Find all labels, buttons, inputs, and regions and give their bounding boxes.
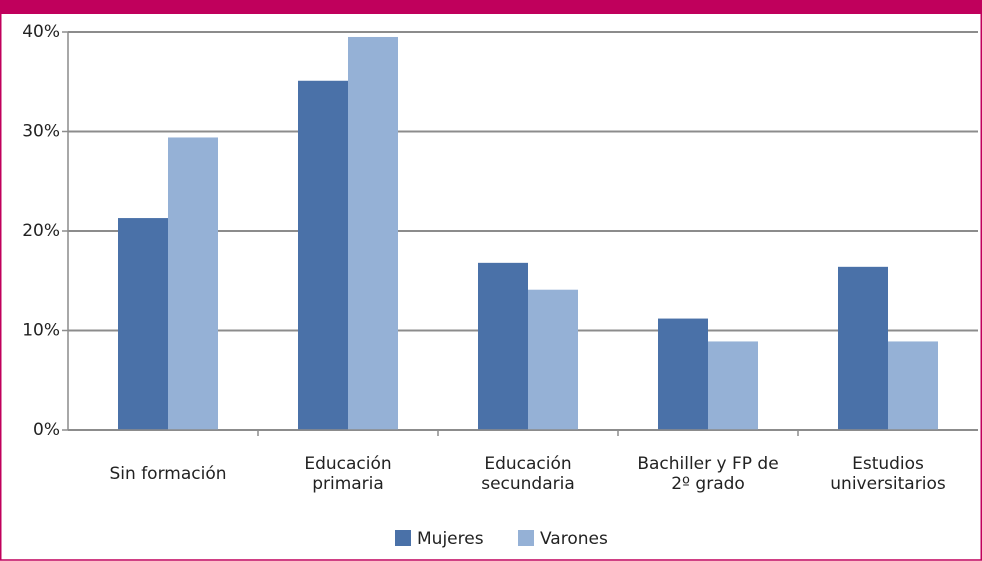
bar	[658, 318, 708, 430]
legend-swatch	[395, 530, 411, 546]
bar	[838, 266, 888, 430]
x-tick-label: Sin formación	[110, 464, 227, 484]
header-band	[0, 0, 982, 14]
x-tick-label: Educación primaria	[304, 454, 391, 494]
y-tick-label: 10%	[22, 321, 60, 341]
y-tick-label: 20%	[22, 221, 60, 241]
bar	[298, 80, 348, 430]
legend-swatch	[518, 530, 534, 546]
bar	[478, 262, 528, 430]
bar	[348, 36, 398, 430]
x-tick-label: Bachiller y FP de 2º grado	[637, 454, 778, 494]
legend-label: Varones	[540, 529, 608, 549]
y-tick-label: 30%	[22, 122, 60, 142]
bar	[708, 341, 758, 430]
bar	[888, 341, 938, 430]
x-tick-label: Estudios universitarios	[830, 454, 946, 494]
y-tick-label: 40%	[22, 22, 60, 42]
bar	[118, 218, 168, 430]
legend-label: Mujeres	[417, 529, 484, 549]
bar	[528, 289, 578, 430]
y-tick-label: 0%	[33, 420, 60, 440]
bar	[168, 137, 218, 430]
x-tick-label: Educación secundaria	[481, 454, 575, 494]
